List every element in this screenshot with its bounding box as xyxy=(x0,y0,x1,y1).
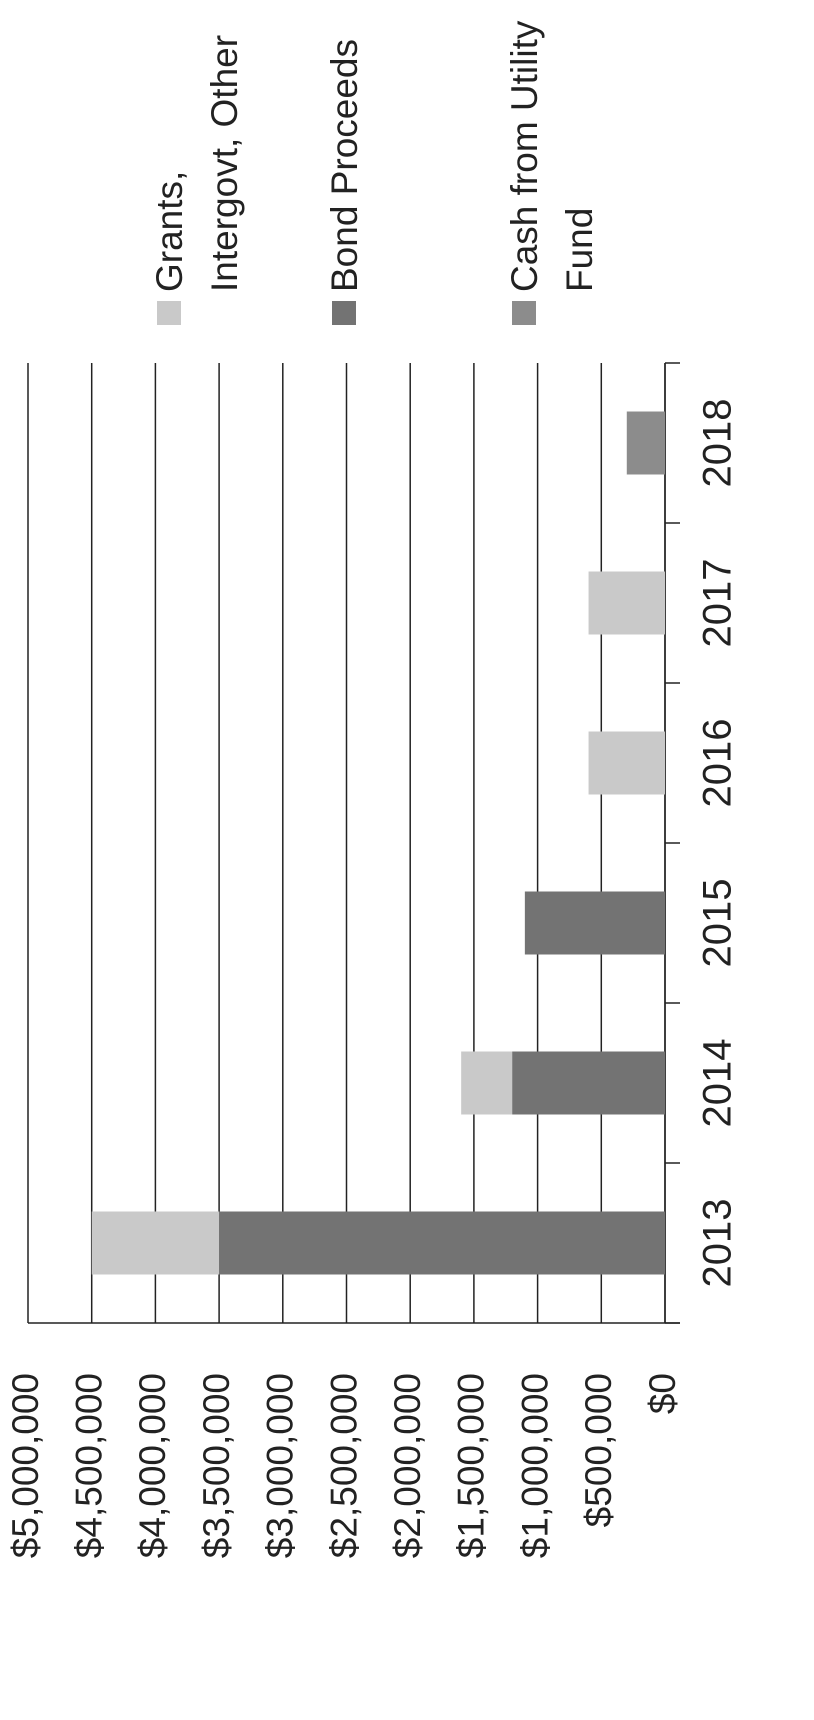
bar-segment xyxy=(91,1211,220,1275)
bar-segment xyxy=(524,891,665,955)
legend-label: Grants, Intergovt, Other xyxy=(149,34,245,292)
x-tick-label: 2018 xyxy=(696,399,740,488)
bar-segment xyxy=(512,1051,665,1115)
y-tick-label: $3,000,000 xyxy=(260,1373,301,1558)
bar-segment xyxy=(588,731,665,795)
legend-swatch xyxy=(512,301,536,325)
legend-label: Bond Proceeds xyxy=(324,38,365,292)
legend-label: Cash from Utility Fund xyxy=(504,20,600,292)
legend-entry: Grants, Intergovt, Other xyxy=(149,34,245,292)
legend-entry: Cash from Utility Fund xyxy=(504,20,600,292)
y-tick-label: $2,500,000 xyxy=(323,1373,364,1558)
legend-swatch xyxy=(157,301,181,325)
x-tick-label: 2013 xyxy=(696,1199,740,1288)
y-tick-label: $1,500,000 xyxy=(451,1373,492,1558)
x-tick-label: 2014 xyxy=(696,1039,740,1128)
y-tick-label: $1,000,000 xyxy=(514,1373,555,1558)
bar-segment xyxy=(626,411,666,475)
bar-segment xyxy=(588,571,665,635)
y-tick-label: $4,500,000 xyxy=(68,1373,109,1558)
y-tick-label: $4,000,000 xyxy=(132,1373,173,1558)
bar-segment xyxy=(219,1211,665,1275)
x-tick-label: 2017 xyxy=(696,559,740,648)
bar-segment xyxy=(461,1051,513,1115)
legend-entry: Bond Proceeds xyxy=(324,38,365,292)
legend-swatch xyxy=(332,301,356,325)
y-tick-label: $500,000 xyxy=(578,1373,619,1527)
y-tick-label: $2,000,000 xyxy=(387,1373,428,1558)
x-tick-label: 2016 xyxy=(696,719,740,808)
y-tick-label: $3,500,000 xyxy=(196,1373,237,1558)
x-tick-label: 2015 xyxy=(696,879,740,968)
y-tick-label: $0 xyxy=(642,1373,683,1414)
y-tick-label: $5,000,000 xyxy=(5,1373,46,1558)
